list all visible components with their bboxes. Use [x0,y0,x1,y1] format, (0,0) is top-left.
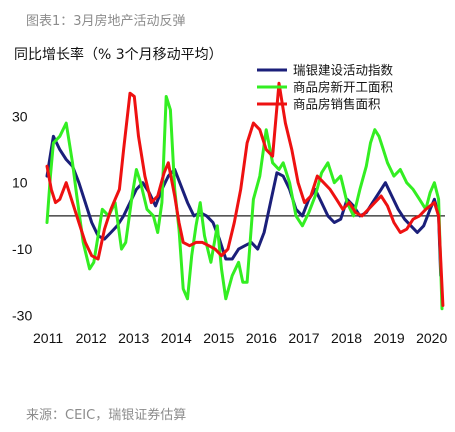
series-line-3 [45,81,445,307]
x-tick-label: 2012 [76,330,107,346]
legend-label: 商品房销售面积 [293,97,381,112]
x-tick-label: 2015 [203,330,234,346]
legend-label: 商品房新开工面积 [293,80,393,95]
x-tick-label: 2017 [288,330,319,346]
y-tick-label: 30 [12,108,28,124]
y-tick-label: -10 [12,241,32,257]
x-tick-label: 2016 [246,330,277,346]
legend-label: 瑞银建设活动指数 [293,63,394,78]
y-tick-label: -30 [12,307,32,323]
series-layer [45,81,445,311]
x-tick-label: 2014 [161,330,192,346]
series-line-1 [45,134,443,278]
y-tick-label: 10 [12,175,28,191]
y-axis-label: 同比增长率（% 3个月移动平均） [14,47,223,63]
x-tick-label: 2019 [374,330,405,346]
x-tick-label: 2020 [416,330,447,346]
x-tick-label: 2011 [33,330,63,346]
figure-title: 图表1：3月房地产活动反弹 [26,14,186,29]
source-note: 来源：CEIC，瑞银证券估算 [26,408,187,423]
x-tick-label: 2018 [331,330,362,346]
x-tick-label: 2013 [118,330,149,346]
series-line-2 [45,95,444,311]
